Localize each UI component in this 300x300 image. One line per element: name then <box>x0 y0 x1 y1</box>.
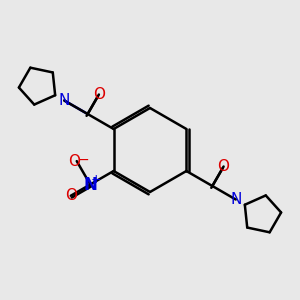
Text: N: N <box>58 93 70 108</box>
Text: N: N <box>83 176 97 194</box>
Text: O: O <box>93 87 105 102</box>
Text: O: O <box>68 154 80 169</box>
Text: −: − <box>77 153 89 166</box>
Text: O: O <box>65 188 77 203</box>
Text: N: N <box>230 192 242 207</box>
Text: O: O <box>218 159 230 174</box>
Text: +: + <box>90 172 101 186</box>
